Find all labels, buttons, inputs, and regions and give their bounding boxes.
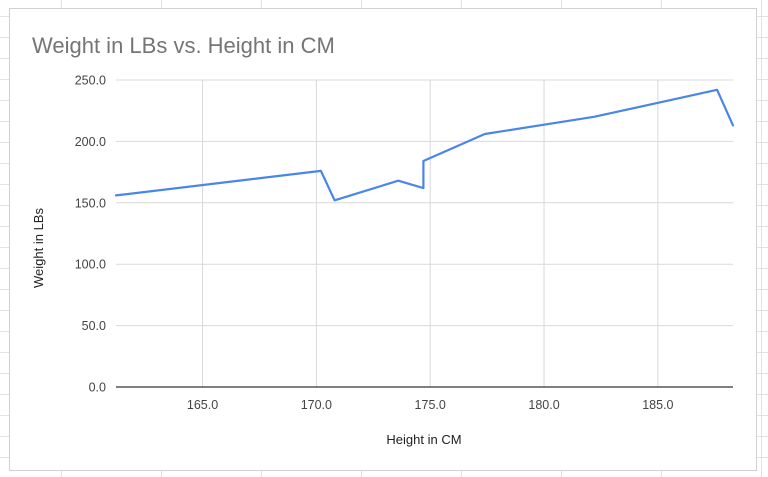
y-tick-label: 150.0	[75, 196, 106, 210]
x-tick-label: 185.0	[642, 398, 673, 412]
y-tick-label: 250.0	[75, 74, 106, 88]
data-point	[715, 88, 719, 92]
data-point	[333, 198, 337, 202]
x-tick-label: 165.0	[187, 398, 218, 412]
data-point	[421, 159, 425, 163]
data-point	[421, 186, 425, 190]
data-point	[592, 115, 596, 119]
y-tick-label: 100.0	[75, 258, 106, 272]
x-axis-title: Height in CM	[386, 432, 461, 447]
series-line[interactable]	[114, 88, 735, 202]
chart-card[interactable]	[9, 8, 757, 471]
x-tick-label: 175.0	[415, 398, 446, 412]
chart-title: Weight in LBs vs. Height in CM	[32, 33, 335, 58]
data-point	[731, 123, 735, 127]
data-point	[319, 169, 323, 173]
data-point	[483, 132, 487, 136]
data-point	[114, 193, 118, 197]
y-tick-label: 0.0	[89, 381, 106, 395]
x-tick-label: 170.0	[301, 398, 332, 412]
x-axis-ticks: 165.0 170.0 175.0 180.0 185.0	[187, 398, 674, 412]
y-axis-title: Weight in LBs	[31, 208, 46, 288]
data-point	[396, 179, 400, 183]
y-tick-label: 200.0	[75, 135, 106, 149]
x-tick-label: 180.0	[528, 398, 559, 412]
gridlines	[116, 79, 733, 387]
y-tick-label: 50.0	[82, 319, 106, 333]
y-axis-ticks: 0.0 50.0 100.0 150.0 200.0 250.0	[75, 74, 106, 395]
